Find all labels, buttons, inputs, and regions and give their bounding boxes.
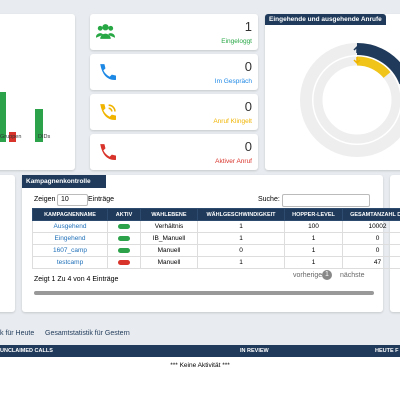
bar	[0, 92, 6, 142]
cell: Manuell	[140, 244, 198, 257]
show-label: Zeigen	[34, 196, 56, 203]
cell: 1	[197, 256, 285, 269]
side-card	[0, 175, 15, 312]
table-info: Zeigt 1 Zu 4 von 4 Einträge	[34, 276, 119, 283]
campaign-name[interactable]: Eingehend	[32, 232, 108, 245]
table-row: 1607_camp Manuell 0 1 0	[32, 244, 400, 257]
column-header: HOPPER-LEVEL	[284, 208, 343, 221]
column-header: UNCLAIMED CALLS	[0, 348, 53, 354]
cell: 0	[342, 232, 400, 245]
tab[interactable]: Gesamtstatistik für Gestern	[45, 330, 130, 337]
toggle[interactable]	[118, 223, 130, 229]
toggle-cell	[107, 232, 141, 245]
column-header: IN REVIEW	[240, 348, 269, 354]
donut	[300, 42, 400, 157]
scrollbar[interactable]	[34, 291, 374, 295]
chart-label: DIDs	[38, 134, 51, 140]
header-row: KAMPAGNENNAME AKTIV WAHLEBENE WÄHLGESCHWIND…	[32, 208, 400, 221]
bar	[35, 109, 43, 142]
stat-card: 1 Eingeloggt	[90, 14, 258, 50]
stat-card: 0 Im Gespräch	[90, 54, 258, 90]
stat-icon	[100, 104, 116, 120]
search-label: Suche:	[258, 196, 280, 203]
stat-card: 0 Aktiver Anruf	[90, 134, 258, 170]
stat-label: Aktiver Anruf	[215, 158, 252, 165]
show-label: Einträge	[88, 196, 115, 203]
cell: 100	[284, 220, 343, 233]
table-row: testcamp Manuell 1 1 47	[32, 256, 400, 269]
cell: IB_Manuell	[140, 232, 198, 245]
bar	[9, 132, 16, 142]
column-header: WAHLEBENE	[140, 208, 198, 221]
toggle-cell	[107, 220, 141, 233]
cell: 1	[197, 220, 285, 233]
cell: Verhältnis	[140, 220, 198, 233]
toggle-cell	[107, 244, 141, 257]
campaign-name[interactable]: testcamp	[32, 256, 108, 269]
activity-header: UNCLAIMED CALLS IN REVIEW HEUTE F	[0, 345, 400, 357]
campaign-table: KAMPAGNENNAME AKTIV WAHLEBENE WÄHLGESCHWIND…	[32, 208, 400, 269]
toggle[interactable]	[118, 235, 130, 241]
left-chart: Gruppen DIDs	[0, 14, 75, 170]
toggle-cell	[107, 256, 141, 269]
cell: 1	[284, 232, 343, 245]
page-size[interactable]: 10	[57, 194, 88, 206]
stat-label: Eingeloggt	[221, 38, 252, 45]
stat-value: 0	[244, 59, 252, 74]
cell: 0	[342, 244, 400, 257]
column-header: HEUTE F	[375, 348, 399, 354]
card-title: Kampagnenkontrolle	[22, 175, 106, 188]
cell: 0	[197, 244, 285, 257]
next-button[interactable]: nächste	[340, 272, 365, 279]
campaign-name[interactable]: 1607_camp	[32, 244, 108, 257]
column-header: WÄHLGESCHWINDIGKEIT	[197, 208, 285, 221]
table-row: Ausgehend Verhältnis 1 100 10002	[32, 220, 400, 233]
table-row: Eingehend IB_Manuell 1 1 0	[32, 232, 400, 245]
activity-body: *** Keine Aktivität ***	[0, 357, 400, 400]
tab[interactable]: k für Heute	[0, 330, 35, 337]
column-header: AKTIV	[107, 208, 141, 221]
stat-icon	[100, 144, 116, 160]
stat-value: 1	[244, 19, 252, 34]
stat-value: 0	[244, 99, 252, 114]
toggle[interactable]	[118, 259, 130, 265]
calls-card: Eingehende und ausgehende Anrufe	[265, 14, 400, 170]
cell: 10002	[342, 220, 400, 233]
cell: 1	[284, 244, 343, 257]
cell: Manuell	[140, 256, 198, 269]
stat-label: Anruf Klingelt	[213, 118, 252, 125]
chart-label: Gruppen	[0, 134, 22, 140]
search-input[interactable]	[282, 194, 370, 207]
cell: 1	[197, 232, 285, 245]
card-title: Eingehende und ausgehende Anrufe	[265, 14, 386, 25]
stat-label: Im Gespräch	[214, 78, 252, 85]
stat-icon	[96, 24, 115, 39]
cell: 1	[284, 256, 343, 269]
prev-button[interactable]: vorherige	[293, 272, 323, 279]
page-button[interactable]: 1	[322, 270, 332, 280]
toggle[interactable]	[118, 247, 130, 253]
stat-card: 0 Anruf Klingelt	[90, 94, 258, 130]
column-header: GESAMTANZAHL DE	[342, 208, 400, 221]
stat-value: 0	[244, 139, 252, 154]
empty-message: *** Keine Aktivität ***	[170, 362, 230, 369]
stat-icon	[100, 64, 116, 80]
cell: 47	[342, 256, 400, 269]
campaign-name[interactable]: Ausgehend	[32, 220, 108, 233]
column-header: KAMPAGNENNAME	[32, 208, 108, 221]
campaign-card: Kampagnenkontrolle Zeigen 10 Einträge Su…	[22, 175, 400, 312]
